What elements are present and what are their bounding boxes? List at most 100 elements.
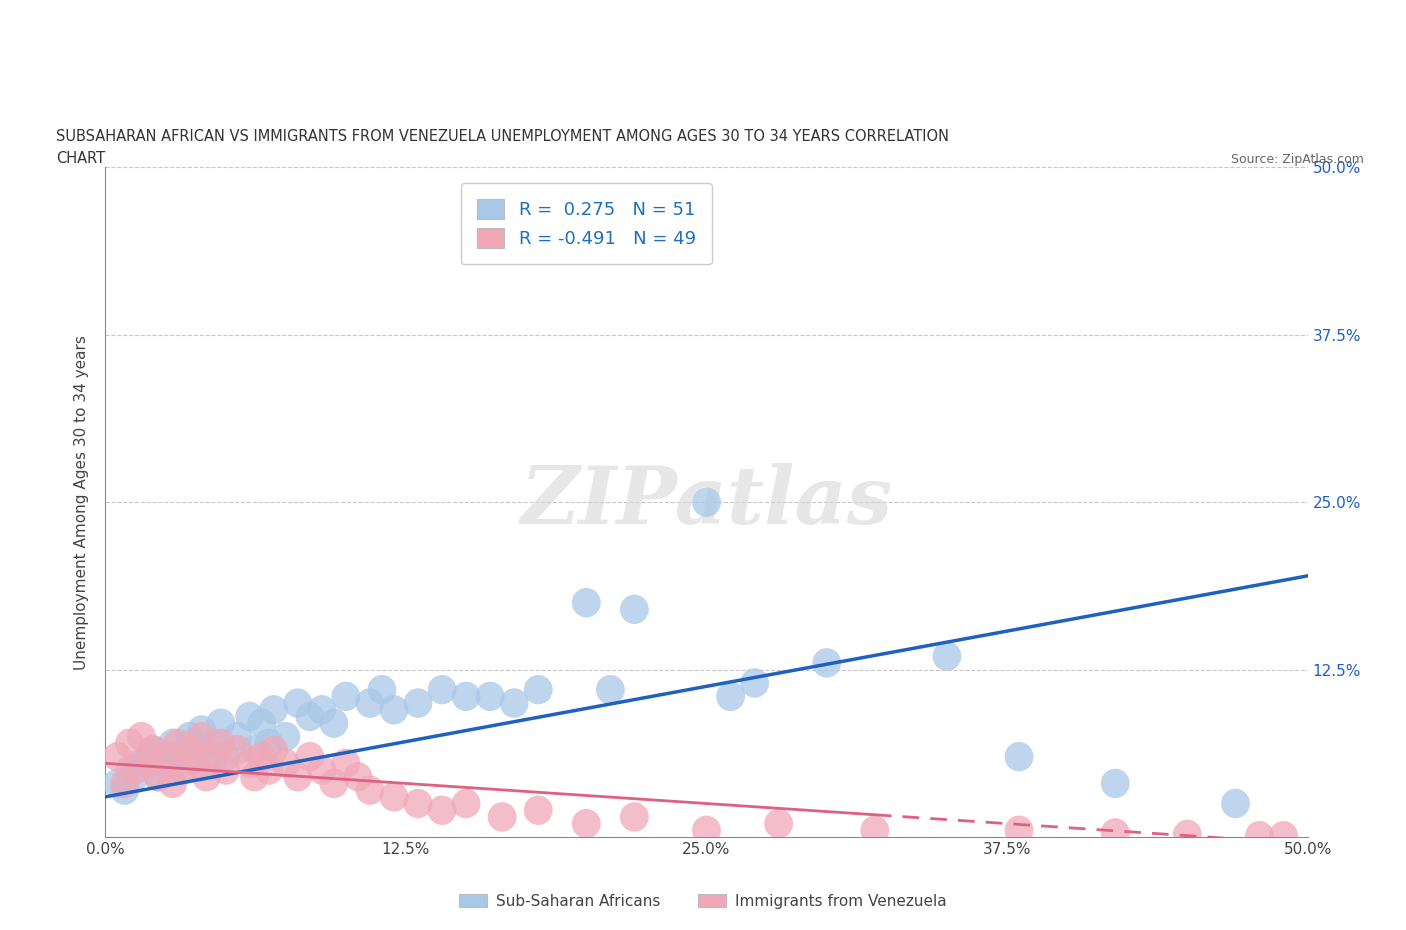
Ellipse shape <box>284 762 312 791</box>
Text: CHART: CHART <box>56 151 105 166</box>
Ellipse shape <box>135 749 163 778</box>
Ellipse shape <box>135 742 163 771</box>
Ellipse shape <box>380 695 408 724</box>
Ellipse shape <box>259 695 288 724</box>
Ellipse shape <box>716 682 745 711</box>
Ellipse shape <box>110 776 139 804</box>
Ellipse shape <box>103 742 132 771</box>
Ellipse shape <box>187 722 217 751</box>
Ellipse shape <box>319 709 349 737</box>
Ellipse shape <box>115 755 143 785</box>
Ellipse shape <box>1101 769 1129 798</box>
Ellipse shape <box>271 722 301 751</box>
Ellipse shape <box>120 755 149 785</box>
Ellipse shape <box>259 736 288 764</box>
Text: Source: ZipAtlas.com: Source: ZipAtlas.com <box>1230 153 1364 166</box>
Legend: R =  0.275   N = 51, R = -0.491   N = 49: R = 0.275 N = 51, R = -0.491 N = 49 <box>461 183 711 264</box>
Ellipse shape <box>240 736 269 764</box>
Ellipse shape <box>1101 818 1129 848</box>
Ellipse shape <box>254 728 284 758</box>
Ellipse shape <box>115 728 143 758</box>
Ellipse shape <box>176 736 204 764</box>
Text: ZIPatlas: ZIPatlas <box>520 463 893 541</box>
Ellipse shape <box>1005 816 1033 845</box>
Ellipse shape <box>295 702 325 731</box>
Ellipse shape <box>207 709 235 737</box>
Ellipse shape <box>127 749 156 778</box>
Ellipse shape <box>813 648 841 678</box>
Ellipse shape <box>367 675 396 704</box>
Ellipse shape <box>451 789 481 818</box>
Ellipse shape <box>159 769 187 798</box>
Ellipse shape <box>224 722 252 751</box>
Ellipse shape <box>524 795 553 825</box>
Ellipse shape <box>356 688 384 718</box>
Ellipse shape <box>247 742 276 771</box>
Ellipse shape <box>524 675 553 704</box>
Ellipse shape <box>404 688 433 718</box>
Ellipse shape <box>163 742 193 771</box>
Ellipse shape <box>380 782 408 812</box>
Ellipse shape <box>150 749 180 778</box>
Ellipse shape <box>284 688 312 718</box>
Ellipse shape <box>740 669 769 698</box>
Ellipse shape <box>404 789 433 818</box>
Ellipse shape <box>451 682 481 711</box>
Ellipse shape <box>211 742 240 771</box>
Ellipse shape <box>200 728 228 758</box>
Ellipse shape <box>150 742 180 771</box>
Ellipse shape <box>235 749 264 778</box>
Ellipse shape <box>475 682 505 711</box>
Ellipse shape <box>143 762 173 791</box>
Ellipse shape <box>224 736 252 764</box>
Ellipse shape <box>332 682 360 711</box>
Ellipse shape <box>163 728 193 758</box>
Ellipse shape <box>308 755 336 785</box>
Ellipse shape <box>1270 821 1298 850</box>
Ellipse shape <box>620 803 648 831</box>
Ellipse shape <box>235 702 264 731</box>
Legend: Sub-Saharan Africans, Immigrants from Venezuela: Sub-Saharan Africans, Immigrants from Ve… <box>453 887 953 915</box>
Ellipse shape <box>692 816 721 845</box>
Ellipse shape <box>187 715 217 745</box>
Ellipse shape <box>200 742 228 771</box>
Ellipse shape <box>1173 819 1202 849</box>
Ellipse shape <box>356 776 384 804</box>
Ellipse shape <box>176 722 204 751</box>
Ellipse shape <box>343 762 373 791</box>
Ellipse shape <box>271 749 301 778</box>
Ellipse shape <box>572 809 600 838</box>
Ellipse shape <box>765 809 793 838</box>
Ellipse shape <box>427 675 457 704</box>
Ellipse shape <box>572 588 600 618</box>
Ellipse shape <box>120 762 149 791</box>
Ellipse shape <box>183 749 211 778</box>
Ellipse shape <box>110 769 139 798</box>
Ellipse shape <box>211 755 240 785</box>
Ellipse shape <box>159 728 187 758</box>
Ellipse shape <box>240 762 269 791</box>
Ellipse shape <box>193 749 221 778</box>
Ellipse shape <box>620 594 648 624</box>
Ellipse shape <box>596 675 624 704</box>
Ellipse shape <box>247 709 276 737</box>
Ellipse shape <box>143 762 173 791</box>
Ellipse shape <box>308 695 336 724</box>
Ellipse shape <box>295 742 325 771</box>
Ellipse shape <box>332 749 360 778</box>
Ellipse shape <box>127 722 156 751</box>
Ellipse shape <box>103 769 132 798</box>
Ellipse shape <box>139 736 167 764</box>
Ellipse shape <box>254 755 284 785</box>
Ellipse shape <box>488 803 516 831</box>
Ellipse shape <box>1246 821 1274 850</box>
Ellipse shape <box>932 642 962 671</box>
Ellipse shape <box>167 755 197 785</box>
Ellipse shape <box>207 728 235 758</box>
Ellipse shape <box>692 487 721 517</box>
Ellipse shape <box>319 769 349 798</box>
Ellipse shape <box>1220 789 1250 818</box>
Ellipse shape <box>1005 742 1033 771</box>
Ellipse shape <box>499 688 529 718</box>
Y-axis label: Unemployment Among Ages 30 to 34 years: Unemployment Among Ages 30 to 34 years <box>75 335 90 670</box>
